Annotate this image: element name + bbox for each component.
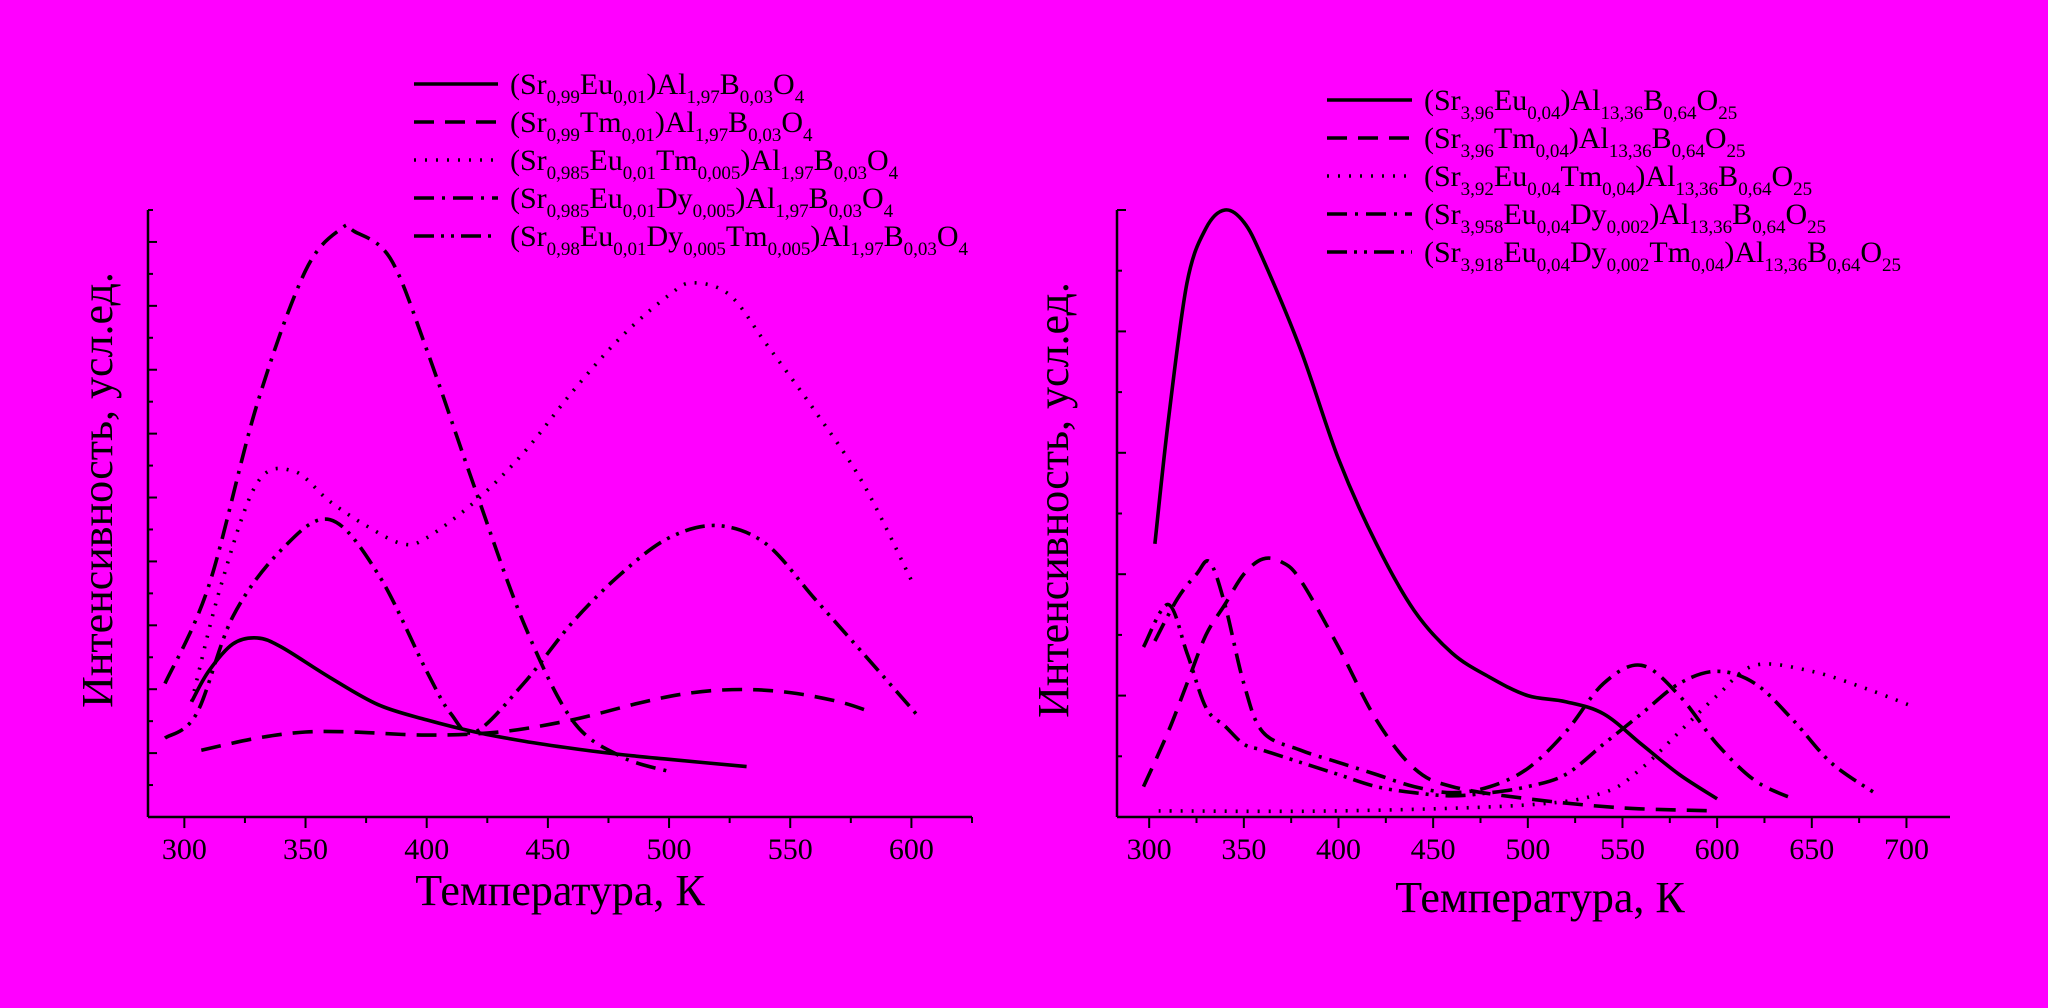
legend-entry: (Sr0,99Tm0,01)Al1,97B0,03O4 bbox=[510, 106, 813, 146]
legend-entry: (Sr3,92Eu0,04Tm0,04)Al13,36B0,64O25 bbox=[1424, 160, 1812, 200]
x-axis-label: Температура, К bbox=[415, 866, 705, 915]
legend-entry: (Sr0,985Eu0,01Dy0,005)Al1,97B0,03O4 bbox=[510, 182, 894, 222]
legend: (Sr3,96Eu0,04)Al13,36B0,64O25(Sr3,96Tm0,… bbox=[1327, 84, 1901, 276]
x-tick-label: 350 bbox=[1221, 833, 1266, 866]
x-tick-label: 650 bbox=[1789, 833, 1834, 866]
series-line-2 bbox=[1141, 556, 1718, 813]
x-tick-label: 550 bbox=[1600, 833, 1645, 866]
series-line-4 bbox=[163, 223, 670, 774]
chart-2: 300 350 400 450 500 550 600 650 700 Температура, … bbox=[1029, 84, 1950, 922]
chart-1: 300 350 400 450 500 550 600 Температура, К Интен… bbox=[73, 68, 973, 915]
legend-entry: (Sr3,918Eu0,04Dy0,002Tm0,04)Al13,36B0,64… bbox=[1424, 236, 1901, 276]
legend: (Sr0,99Eu0,01)Al1,97B0,03O4(Sr0,99Tm0,01… bbox=[414, 68, 969, 260]
series-line-4 bbox=[1153, 559, 1794, 801]
legend-entry: (Sr0,985Eu0,01Tm0,005)Al1,97B0,03O4 bbox=[510, 144, 899, 184]
x-tick-label: 350 bbox=[283, 833, 328, 866]
legend-entry: (Sr3,96Tm0,04)Al13,36B0,64O25 bbox=[1424, 122, 1746, 162]
x-axis-label: Температура, К bbox=[1395, 873, 1685, 922]
x-tick-label: 500 bbox=[1505, 833, 1550, 866]
x-tick-label: 400 bbox=[404, 833, 449, 866]
series-line-2 bbox=[200, 687, 869, 752]
x-tick-label: 500 bbox=[647, 833, 692, 866]
x-tick-label: 450 bbox=[525, 833, 570, 866]
series-line-5 bbox=[163, 517, 921, 740]
legend-entry: (Sr0,98Eu0,01Dy0,005Tm0,005)Al1,97B0,03O… bbox=[510, 220, 969, 260]
series-line-1 bbox=[1153, 208, 1719, 801]
y-axis-label: Интенсивность, усл.ед. bbox=[73, 272, 122, 708]
legend-entry: (Sr0,99Eu0,01)Al1,97B0,03O4 bbox=[510, 68, 805, 108]
legend-entry: (Sr3,96Eu0,04)Al13,36B0,64O25 bbox=[1424, 84, 1737, 124]
series-line-3 bbox=[1158, 662, 1917, 814]
x-tick-label: 300 bbox=[162, 833, 207, 866]
series-line-3 bbox=[189, 281, 914, 703]
x-tick-label: 300 bbox=[1127, 833, 1172, 866]
x-tick-label: 400 bbox=[1316, 833, 1361, 866]
x-tick-label: 700 bbox=[1884, 833, 1929, 866]
x-tick-label: 600 bbox=[1695, 833, 1740, 866]
legend-entry: (Sr3,958Eu0,04Dy0,002)Al13,36B0,64O25 bbox=[1424, 198, 1826, 238]
series-line-5 bbox=[1141, 602, 1876, 798]
x-tick-label: 550 bbox=[768, 833, 813, 866]
x-tick-label: 450 bbox=[1411, 833, 1456, 866]
y-axis-label: Интенсивность, усл.ед. bbox=[1029, 282, 1078, 718]
x-tick-label: 600 bbox=[889, 833, 934, 866]
series-line-1 bbox=[190, 635, 747, 769]
